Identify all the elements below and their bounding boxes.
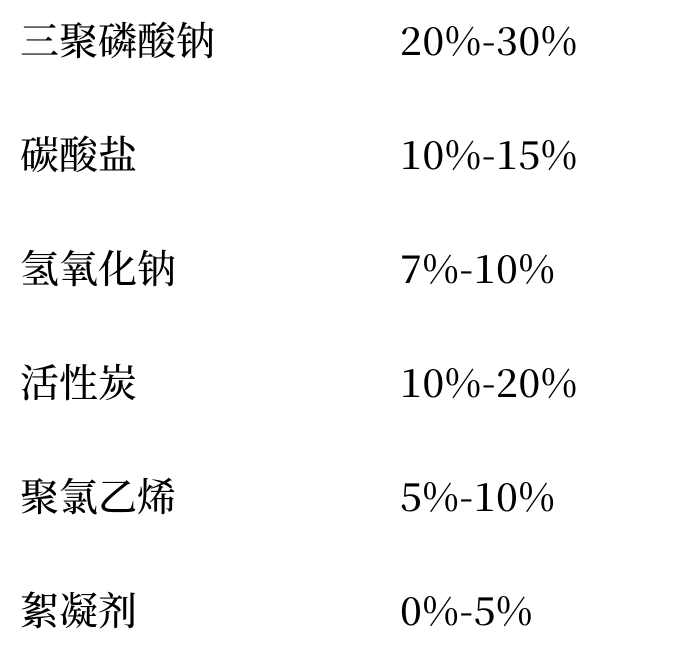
table-row: 碳酸盐 10%-15% [20,134,657,173]
ingredient-label: 活性炭 [20,362,400,401]
ingredient-label: 氢氧化钠 [20,248,400,287]
composition-table: 三聚磷酸钠 20%-30% 碳酸盐 10%-15% 氢氧化钠 7%-10% 活性… [0,0,687,649]
ingredient-value: 10%-15% [400,134,657,173]
ingredient-value: 10%-20% [400,362,657,401]
ingredient-label: 三聚磷酸钠 [20,20,400,59]
table-row: 聚氯乙烯 5%-10% [20,476,657,515]
ingredient-label: 絮凝剂 [20,590,400,629]
ingredient-label: 聚氯乙烯 [20,476,400,515]
table-row: 三聚磷酸钠 20%-30% [20,20,657,59]
ingredient-value: 0%-5% [400,590,657,629]
ingredient-value: 20%-30% [400,20,657,59]
table-row: 絮凝剂 0%-5% [20,590,657,629]
table-row: 活性炭 10%-20% [20,362,657,401]
ingredient-label: 碳酸盐 [20,134,400,173]
ingredient-value: 5%-10% [400,476,657,515]
table-row: 氢氧化钠 7%-10% [20,248,657,287]
ingredient-value: 7%-10% [400,248,657,287]
